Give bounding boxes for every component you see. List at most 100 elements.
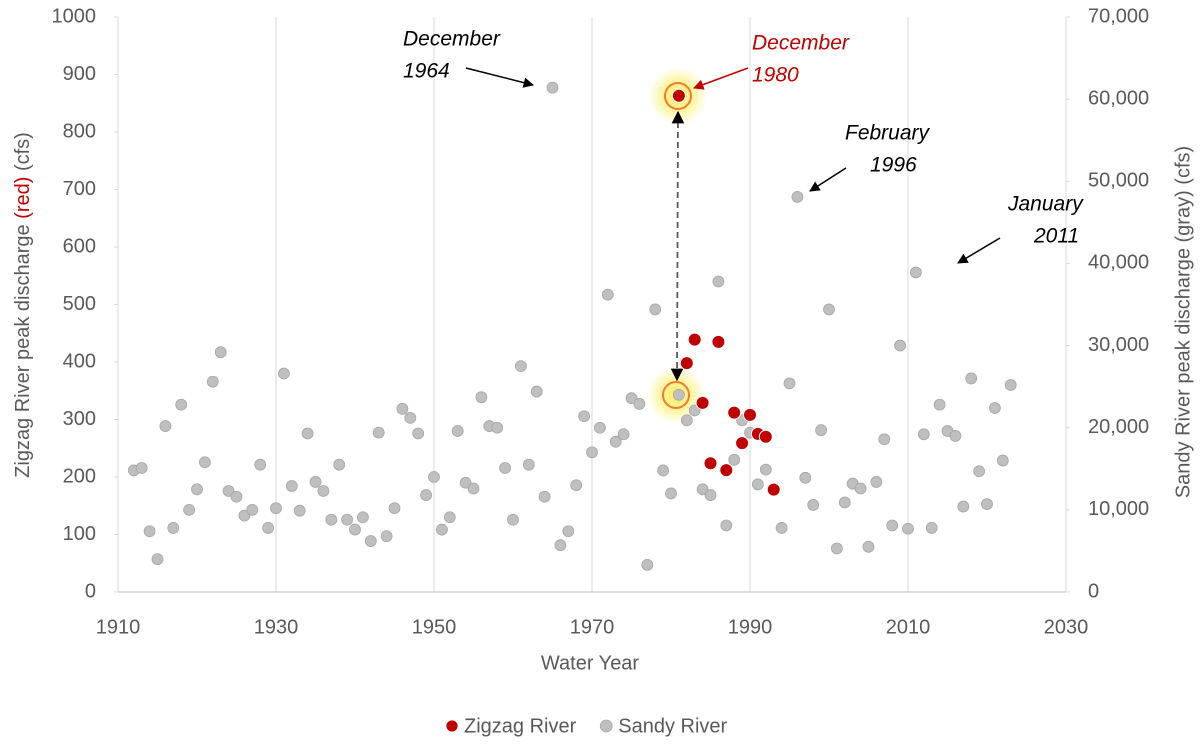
annotation-arrows xyxy=(465,67,1001,264)
point xyxy=(807,499,820,511)
y-tick-label: 0 xyxy=(85,580,96,602)
highlight-ring xyxy=(662,381,690,409)
y2-tick-label: 70,000 xyxy=(1088,5,1149,27)
point xyxy=(758,429,773,444)
point xyxy=(175,398,188,411)
point xyxy=(594,421,606,434)
y-tick-label: 600 xyxy=(63,235,96,257)
point xyxy=(815,424,827,437)
annotation: February xyxy=(845,122,931,145)
point xyxy=(546,81,559,94)
point xyxy=(641,558,654,571)
point xyxy=(783,377,796,390)
point xyxy=(775,522,788,534)
point xyxy=(309,476,322,488)
point xyxy=(515,360,527,373)
point xyxy=(673,388,685,401)
link-arrow xyxy=(670,110,685,382)
point xyxy=(680,414,693,427)
point xyxy=(735,436,750,451)
point xyxy=(679,356,694,371)
point xyxy=(159,420,172,432)
point xyxy=(838,496,851,509)
y-tick-label: 400 xyxy=(63,350,96,372)
point xyxy=(183,503,196,516)
y-tick-label: 900 xyxy=(63,63,96,85)
point xyxy=(973,465,985,478)
point xyxy=(412,427,425,440)
x-tick-label: 2030 xyxy=(1044,616,1089,638)
y2-tick-label: 40,000 xyxy=(1088,252,1149,274)
point xyxy=(372,426,385,439)
rings xyxy=(662,82,692,409)
point xyxy=(570,479,583,492)
point xyxy=(728,453,741,466)
annotation: 2011 xyxy=(1033,225,1079,248)
point xyxy=(341,513,354,526)
x-tick-label: 1950 xyxy=(412,616,457,638)
y-axis-label-part: (red) xyxy=(12,177,34,219)
annotation: January xyxy=(1007,193,1084,216)
y2-tick-label: 50,000 xyxy=(1088,170,1149,192)
point xyxy=(230,490,243,503)
legend-marker xyxy=(445,719,459,733)
point xyxy=(507,513,519,526)
point xyxy=(704,489,717,501)
point xyxy=(743,407,757,422)
point xyxy=(965,372,978,385)
marks xyxy=(127,81,1017,571)
y-tick-label: 500 xyxy=(63,293,96,315)
point xyxy=(435,523,448,536)
point xyxy=(270,502,282,515)
point xyxy=(380,530,393,543)
x-tick-label: 1910 xyxy=(96,616,141,638)
point xyxy=(878,433,891,446)
y-axis-label-part: (cfs) xyxy=(12,132,34,176)
point xyxy=(135,462,148,474)
point xyxy=(491,421,504,434)
point xyxy=(720,519,733,532)
point xyxy=(554,539,567,552)
point xyxy=(633,397,646,410)
y2-tick-label: 10,000 xyxy=(1088,498,1149,520)
point xyxy=(759,463,772,476)
point xyxy=(687,332,702,347)
annotation: December xyxy=(403,28,501,51)
point xyxy=(831,542,843,555)
point xyxy=(443,511,456,524)
point xyxy=(957,500,970,513)
point xyxy=(222,485,235,497)
point xyxy=(420,489,433,501)
y-tick-label: 200 xyxy=(63,465,96,487)
point xyxy=(388,502,401,515)
point xyxy=(617,428,630,441)
point xyxy=(696,483,709,496)
point xyxy=(522,458,535,471)
grid: 1910 1930 1950 1970 1990 2010 2030 0 100 200 300 40… xyxy=(52,5,1150,638)
point xyxy=(625,392,638,405)
point xyxy=(925,522,938,534)
y2-tick-label: 30,000 xyxy=(1088,334,1149,356)
point xyxy=(151,553,164,566)
point xyxy=(364,535,377,547)
point xyxy=(823,303,835,316)
y2-tick-label: 20,000 xyxy=(1088,416,1149,438)
y-tick-label: 100 xyxy=(63,523,96,545)
x-tick-label: 1930 xyxy=(254,616,299,638)
point xyxy=(530,385,543,398)
point xyxy=(206,375,219,388)
point xyxy=(854,482,867,495)
point xyxy=(671,88,686,103)
point xyxy=(404,411,417,424)
point xyxy=(695,395,710,410)
point xyxy=(459,476,472,489)
point xyxy=(143,525,156,538)
point xyxy=(1004,379,1017,391)
point xyxy=(949,430,962,442)
point xyxy=(657,464,669,477)
point xyxy=(538,490,551,503)
point xyxy=(467,482,480,495)
legend-label: Zigzag River xyxy=(464,715,577,737)
point xyxy=(862,540,875,553)
